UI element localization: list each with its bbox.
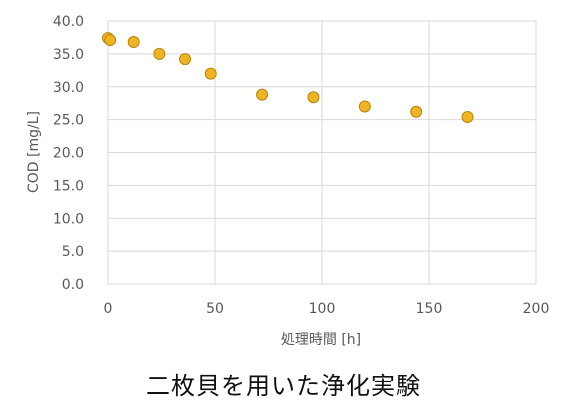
x-tick-label: 150 [416,301,443,317]
y-tick-label: 25.0 [53,113,84,129]
x-tick-label: 0 [104,301,113,317]
y-tick-label: 15.0 [53,178,84,194]
y-tick-label: 35.0 [53,47,84,63]
data-point [104,34,117,47]
x-tick-label: 100 [309,301,336,317]
data-point [410,105,423,118]
data-point [179,53,192,66]
data-point [358,100,371,113]
y-tick-label: 5.0 [62,244,84,260]
data-point [256,88,269,101]
x-axis-ticks: 0 50 100 150 200 [104,301,550,317]
scatter-chart: 0.0 5.0 10.0 15.0 20.0 25.0 30.0 35.0 40.0 0 50 10… [26,14,550,348]
y-tick-label: 20.0 [53,146,84,162]
grid-lines [107,20,537,285]
x-tick-label: 50 [206,301,224,317]
y-tick-label: 0.0 [62,277,84,293]
data-point [153,47,166,60]
y-tick-label: 10.0 [53,211,84,227]
x-axis-title: 処理時間 [h] [281,332,361,348]
y-tick-label: 30.0 [53,80,84,96]
data-points [102,32,474,123]
data-point [461,110,474,123]
chart-caption: 二枚貝を用いた浄化実験 [146,372,421,400]
y-axis-ticks: 0.0 5.0 10.0 15.0 20.0 25.0 30.0 35.0 40.0 [53,14,84,293]
data-point [307,91,320,104]
y-axis-title: COD [mg/L] [26,111,42,193]
data-point [204,67,217,80]
data-point [127,36,140,49]
y-tick-label: 40.0 [53,14,84,30]
x-tick-label: 200 [523,301,550,317]
